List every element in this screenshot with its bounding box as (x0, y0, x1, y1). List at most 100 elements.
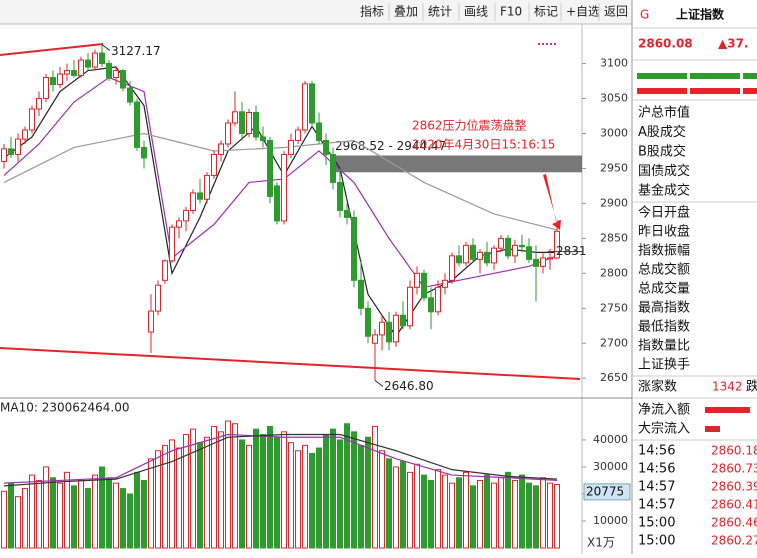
high-label: 3127.17 (111, 44, 161, 58)
candle-body (421, 272, 427, 299)
volume-bar (225, 420, 231, 549)
candle-body (547, 257, 553, 260)
volume-bar (344, 423, 350, 549)
volume-bar (414, 463, 420, 549)
price-tag: 2831 (556, 244, 587, 258)
volume-bar (288, 442, 294, 549)
volume-bar (22, 488, 28, 549)
candle-body (533, 258, 539, 267)
candle-body (477, 251, 483, 260)
volume-bar (64, 471, 70, 549)
volume-bar (239, 439, 245, 549)
candle-body (127, 87, 133, 103)
toolbar-button[interactable]: 画线 (464, 5, 488, 19)
volume-bar (274, 436, 280, 549)
candle-body (99, 52, 105, 65)
toolbar (0, 0, 632, 24)
candle-body (435, 286, 441, 313)
tick-time: 14:57 (638, 480, 675, 495)
price: 2860.08 (638, 37, 693, 51)
candle-body (323, 139, 329, 155)
candle-body (428, 297, 434, 313)
volume-bar (57, 482, 63, 549)
volume-bar (211, 425, 217, 549)
stat-label: 上证换手 (638, 358, 690, 373)
stat-label: 沪总市值 (638, 105, 690, 121)
volume-bar (477, 479, 483, 549)
tick-price: 2860.27 (711, 534, 757, 548)
toolbar-button[interactable]: 返回 (604, 5, 628, 19)
stat-label: 最高指数 (638, 300, 690, 316)
toolbar-button[interactable]: +自选 (566, 5, 600, 19)
candle-body (29, 108, 35, 131)
stat-label: 涨家数 (638, 379, 677, 395)
volume-bar (134, 471, 140, 549)
candle-body (176, 220, 182, 228)
candle-body (393, 314, 399, 343)
candle-body (50, 77, 56, 86)
volume-bar (428, 479, 434, 549)
tick-price: 2860.18 (711, 444, 757, 458)
toolbar-button[interactable]: F10 (500, 5, 522, 19)
candle-body (470, 244, 476, 260)
volume-bar (512, 479, 518, 549)
toolbar-button[interactable]: 标记 (534, 5, 558, 19)
annotation: 2020年4月30日15:16:15 (412, 138, 555, 152)
stat-label: B股成交 (638, 144, 686, 160)
flow-label: 大宗流入 (638, 421, 690, 437)
toolbar-button[interactable]: 统计 (428, 5, 452, 19)
candle-body (274, 185, 280, 222)
volume-bar (400, 461, 406, 549)
tick-price: 2860.41 (711, 498, 757, 512)
volume-bar (120, 488, 126, 549)
volume-bar (323, 434, 329, 549)
volume-bar (176, 447, 182, 549)
candle-body (512, 244, 518, 257)
flow-label: 净流入额 (638, 403, 690, 418)
candle-body (8, 148, 14, 155)
volume-bar (71, 485, 77, 549)
volume-bar (197, 442, 203, 549)
volume-bar (8, 482, 14, 549)
stat-label: 基金成交 (638, 183, 690, 199)
ma-line (3, 132, 558, 231)
candle-body (85, 59, 91, 68)
candle-body (246, 112, 252, 134)
volume-bar (148, 458, 154, 549)
quote-panel (633, 0, 757, 554)
candle-body (162, 260, 168, 281)
volume-bar (372, 425, 378, 549)
stat-value: 1342 (712, 380, 743, 394)
volume-bar (281, 431, 287, 549)
candle-body (190, 192, 196, 211)
candle-body (197, 192, 203, 200)
stat-label: 总成交量 (638, 281, 690, 297)
candle-body (498, 237, 504, 249)
volume-bar (442, 474, 448, 549)
name: 上证指数 (676, 7, 725, 22)
candle-body (414, 272, 420, 288)
candle-body (344, 209, 350, 218)
pressure-zone (330, 155, 582, 173)
volume-bar (491, 482, 497, 549)
ma-line (3, 433, 558, 487)
candle-body (78, 59, 84, 76)
unit-label: X1万 (587, 536, 615, 550)
candle-body (302, 83, 308, 131)
toolbar-button[interactable]: 叠加 (394, 5, 418, 19)
volume-bar (456, 477, 462, 549)
current-tag: 20775 (586, 484, 624, 498)
arrow (543, 174, 561, 230)
y-tick-label: 3100 (600, 57, 628, 70)
candle-body (484, 251, 490, 264)
y-tick-label: 2700 (600, 336, 628, 349)
toolbar-button[interactable]: 指标 (360, 4, 384, 19)
volume-bar (330, 428, 336, 549)
volume-bar (36, 479, 42, 549)
volume-bar (260, 434, 266, 549)
tick-time: 14:56 (638, 462, 675, 477)
candle-body (442, 279, 448, 288)
volume-bar (435, 469, 441, 549)
volume-bar (295, 450, 301, 549)
stat-label: 最低指数 (638, 320, 690, 335)
